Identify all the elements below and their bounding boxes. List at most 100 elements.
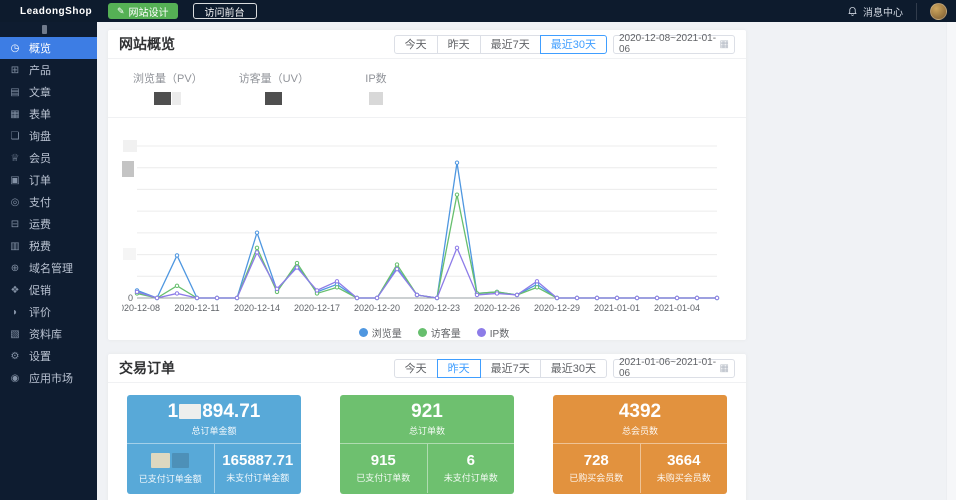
calendar-icon: ▦ xyxy=(720,363,729,374)
site-design-label: 网站设计 xyxy=(129,4,169,19)
sidebar-item-label: 会员 xyxy=(29,150,51,166)
stat-visitors: 访客量（UV） xyxy=(239,70,309,105)
total-member-count-value: 4392 xyxy=(553,402,727,422)
sidebar-item-settings[interactable]: ⚙设置 xyxy=(0,345,97,367)
legend-label: 浏览量 xyxy=(372,325,402,340)
sidebar-item-promotions[interactable]: ❖促销 xyxy=(0,279,97,301)
sidebar-item-payments[interactable]: ◎支付 xyxy=(0,191,97,213)
unpaid-order-amount: 165887.71 未支付订单金额 xyxy=(214,444,302,493)
unpaid-order-amount-label: 未支付订单金额 xyxy=(215,471,302,484)
calendar-icon: ▦ xyxy=(720,39,729,50)
sidebar-item-label: 应用市场 xyxy=(29,370,73,386)
orders-filter-yesterday[interactable]: 昨天 xyxy=(437,359,481,378)
overview-date-range-input[interactable]: 2020-12-08~2021-01-06 ▦ xyxy=(613,35,735,54)
top-header: LeadongShop ✎ 网站设计 访问前台 消息中心 xyxy=(0,0,956,22)
sidebar-item-shipping[interactable]: ⊟运费 xyxy=(0,213,97,235)
site-overview-title: 网站概览 xyxy=(119,34,175,54)
purchased-member-count-value: 728 xyxy=(553,453,640,469)
sidebar-item-taxes[interactable]: ▥ 税费 xyxy=(0,235,97,257)
sidebar-item-overview[interactable]: ◷概览 xyxy=(0,37,97,59)
unpurchased-member-count: 3664 未购买会员数 xyxy=(640,444,728,493)
reviews-icon: ◗ xyxy=(9,307,21,318)
sidebar-item-library[interactable]: ▧ 资料库 xyxy=(0,323,97,345)
members-icon: ♕ xyxy=(9,153,21,164)
message-center-button[interactable]: 消息中心 xyxy=(847,4,903,19)
main-content: 网站概览 今天 昨天 最近7天 最近30天 2020-12-08~2021-01… xyxy=(97,22,956,500)
sidebar-item-label: 表单 xyxy=(29,106,51,122)
sidebar-item-articles[interactable]: ▤ 文章 xyxy=(0,81,97,103)
orders-date-range-input[interactable]: 2021-01-06~2021-01-06 ▦ xyxy=(613,359,735,378)
overview-filter-today[interactable]: 今天 xyxy=(394,35,438,54)
page-scrollbar[interactable] xyxy=(946,22,956,500)
orders-filter-today[interactable]: 今天 xyxy=(394,359,438,378)
overview-filter-last30days[interactable]: 最近30天 xyxy=(540,35,607,54)
sidebar-item-label: 资料库 xyxy=(29,326,62,342)
overview-filter-yesterday[interactable]: 昨天 xyxy=(437,35,481,54)
bell-icon xyxy=(847,6,858,17)
stat-visitors-label: 访客量（UV） xyxy=(239,70,309,86)
visit-frontend-button[interactable]: 访问前台 xyxy=(193,3,257,19)
total-order-amount: 1894.71 总订单金额 xyxy=(127,395,301,444)
sidebar-item-orders[interactable]: ▣订单 xyxy=(0,169,97,191)
sidebar-item-domains[interactable]: ⊕域名管理 xyxy=(0,257,97,279)
taxes-icon: ▥ xyxy=(9,241,21,252)
sidebar-item-label: 评价 xyxy=(29,304,51,320)
stat-ip-count-label: IP数 xyxy=(345,70,407,86)
legend-item-IP数[interactable]: IP数 xyxy=(477,325,509,340)
member-count-card: 4392 总会员数 728 已购买会员数 3664 未购买会员数 xyxy=(553,395,727,494)
sidebar-collapse-handle[interactable] xyxy=(42,25,47,34)
sidebar-item-products[interactable]: ⊞产品 xyxy=(0,59,97,81)
avatar[interactable] xyxy=(930,3,947,20)
site-design-button[interactable]: ✎ 网站设计 xyxy=(108,3,178,19)
sidebar-item-label: 订单 xyxy=(29,172,51,188)
sidebar-item-label: 运费 xyxy=(29,216,51,232)
products-icon: ⊞ xyxy=(9,65,21,76)
order-amount-card: 1894.71 总订单金额 已支付订单金额 165887.71 未支付订单金额 xyxy=(127,395,301,494)
stat-pageviews-label: 浏览量（PV） xyxy=(133,70,203,86)
legend-item-浏览量[interactable]: 浏览量 xyxy=(359,325,402,340)
svg-text:2020-12-20: 2020-12-20 xyxy=(354,303,400,313)
paid-order-count-label: 已支付订单数 xyxy=(340,471,427,484)
orders-filter-area: 今天 昨天 最近7天 最近30天 2021-01-06~2021-01-06 ▦ xyxy=(394,359,735,378)
sidebar-item-label: 概览 xyxy=(29,40,51,56)
unpaid-order-amount-value: 165887.71 xyxy=(215,453,302,469)
total-order-amount-label: 总订单金额 xyxy=(127,424,301,437)
order-summary-cards: 1894.71 总订单金额 已支付订单金额 165887.71 未支付订单金额 xyxy=(108,383,746,494)
overview-date-filter-group: 今天 昨天 最近7天 最近30天 xyxy=(394,35,607,54)
payments-icon: ◎ xyxy=(9,197,21,208)
site-overview-panel: 网站概览 今天 昨天 最近7天 最近30天 2020-12-08~2021-01… xyxy=(108,30,746,340)
sidebar-item-reviews[interactable]: ◗ 评价 xyxy=(0,301,97,323)
settings-icon: ⚙ xyxy=(9,351,21,362)
sidebar-menu: ◷概览⊞产品 ▤ 文章 ▦ 表单 ❏询盘 ♕ 会员 ▣订单◎支付⊟运费 ▥ 税费 ⊕域名管理❖促销 ◗ 评… xyxy=(0,37,97,389)
overview-filter-last7days[interactable]: 最近7天 xyxy=(480,35,541,54)
svg-text:2020-12-11: 2020-12-11 xyxy=(174,303,219,313)
traffic-trend-chart[interactable]: 02020-12-082020-12-112020-12-142020-12-1… xyxy=(122,132,734,316)
sidebar-item-app-market[interactable]: ◉应用市场 xyxy=(0,367,97,389)
traffic-trend-chart-area: 02020-12-082020-12-112020-12-142020-12-1… xyxy=(108,118,746,340)
sidebar-item-label: 税费 xyxy=(29,238,51,254)
sidebar-item-label: 文章 xyxy=(29,84,51,100)
total-order-count-label: 总订单数 xyxy=(340,424,514,437)
site-overview-header: 网站概览 今天 昨天 最近7天 最近30天 2020-12-08~2021-01… xyxy=(108,30,746,59)
svg-text:0: 0 xyxy=(128,293,133,303)
legend-dot xyxy=(418,328,427,337)
stat-visitors-redacted-value xyxy=(239,92,309,105)
trade-orders-panel: 交易订单 今天 昨天 最近7天 最近30天 2021-01-06~2021-01… xyxy=(108,354,746,500)
orders-date-filter-group: 今天 昨天 最近7天 最近30天 xyxy=(394,359,607,378)
orders-filter-last30days[interactable]: 最近30天 xyxy=(540,359,607,378)
stat-ip-redacted-value xyxy=(345,92,407,105)
legend-item-访客量[interactable]: 访客量 xyxy=(418,325,461,340)
brand-logo: LeadongShop xyxy=(20,6,92,17)
articles-icon: ▤ xyxy=(9,87,21,98)
sidebar-item-members[interactable]: ♕ 会员 xyxy=(0,147,97,169)
domains-icon: ⊕ xyxy=(9,263,21,274)
sidebar-item-forms[interactable]: ▦ 表单 xyxy=(0,103,97,125)
visit-frontend-label: 访问前台 xyxy=(205,4,245,19)
forms-icon: ▦ xyxy=(9,109,21,120)
avatar-section xyxy=(916,3,947,20)
library-icon: ▧ xyxy=(9,329,21,340)
sidebar-item-inquiries[interactable]: ❏询盘 xyxy=(0,125,97,147)
overview-stats-row: 浏览量（PV） 访客量（UV） IP数 xyxy=(108,59,746,118)
chart-legend: 浏览量 访客量 IP数 xyxy=(122,325,746,340)
orders-filter-last7days[interactable]: 最近7天 xyxy=(480,359,541,378)
